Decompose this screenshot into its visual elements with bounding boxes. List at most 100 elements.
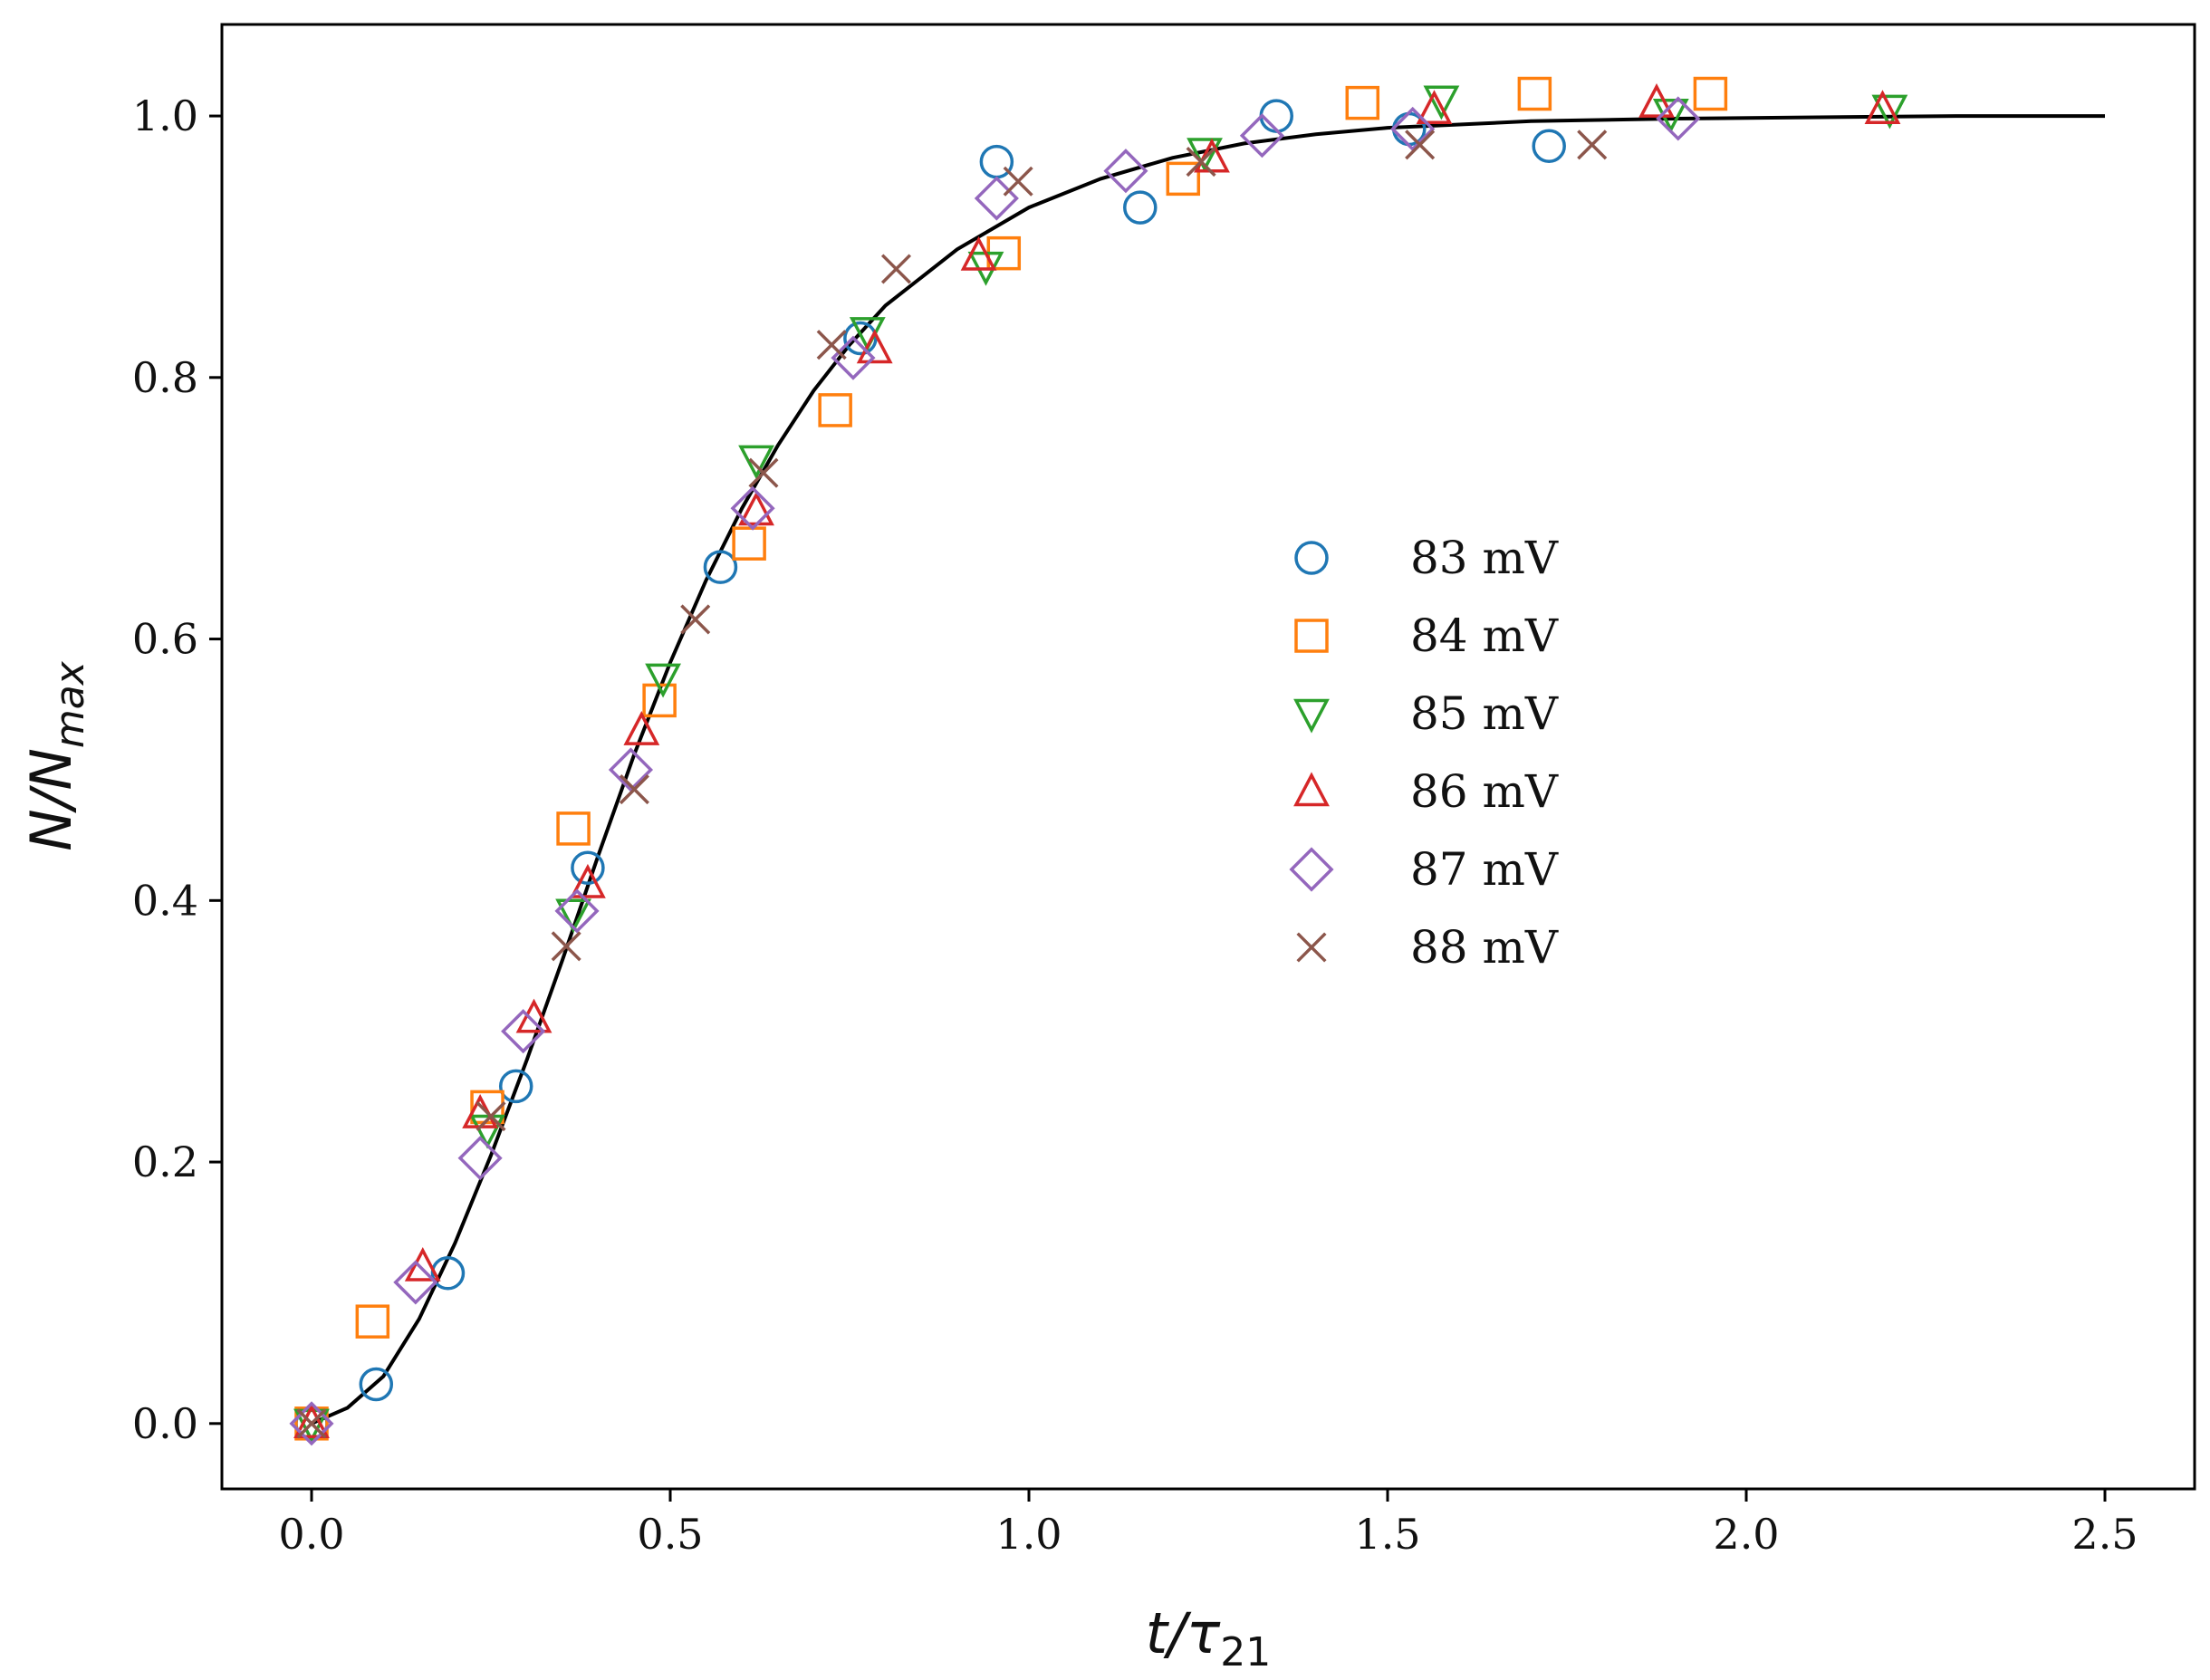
legend-entry: 83 mV bbox=[1294, 532, 1559, 584]
y-tick-label: 0.4 bbox=[132, 876, 198, 925]
x-axis-label: t/τ21 bbox=[1146, 1600, 1272, 1675]
data-point bbox=[880, 254, 912, 284]
data-point bbox=[1239, 113, 1284, 158]
data-point bbox=[498, 1069, 533, 1104]
legend-label: 85 mV bbox=[1410, 687, 1559, 740]
legend: 83 mV 84 mV 85 mV 86 mV 87 mV 88 mV bbox=[1289, 532, 1559, 974]
data-point bbox=[1416, 90, 1453, 125]
series-88-mv bbox=[296, 130, 1608, 1439]
data-point bbox=[430, 1256, 466, 1291]
data-point bbox=[1577, 130, 1608, 160]
data-point bbox=[501, 1009, 546, 1054]
y-axis-label: N/Nmax bbox=[18, 660, 93, 850]
legend-marker bbox=[1294, 619, 1329, 653]
series-85-mv bbox=[293, 85, 1908, 1444]
data-point bbox=[1532, 129, 1566, 164]
data-point bbox=[555, 898, 591, 934]
data-point bbox=[1871, 94, 1908, 130]
legend-label: 83 mV bbox=[1410, 532, 1559, 584]
data-point bbox=[1693, 76, 1728, 111]
data-point bbox=[1003, 166, 1033, 197]
series-83-mv bbox=[294, 99, 1566, 1441]
data-point bbox=[623, 711, 660, 745]
data-point bbox=[1345, 85, 1380, 120]
data-point bbox=[551, 931, 581, 962]
plot-area: 0.0 0.5 1.0 1.5 2.0 2.5 0.0 0.2 0.4 0.6 0.8 1.0 bbox=[132, 23, 2196, 1559]
legend-entry: 84 mV bbox=[1294, 610, 1559, 662]
x-tick-label: 1.5 bbox=[1354, 1510, 1420, 1559]
legend-label: 84 mV bbox=[1410, 610, 1559, 662]
data-point bbox=[1123, 190, 1158, 225]
plot-frame bbox=[220, 23, 2196, 1491]
data-point bbox=[1864, 90, 1901, 125]
data-point bbox=[554, 888, 600, 934]
y-tick-label: 1.0 bbox=[132, 91, 198, 140]
y-tick-label: 0.0 bbox=[132, 1399, 198, 1448]
data-point bbox=[645, 663, 681, 698]
data-point bbox=[293, 1404, 330, 1439]
data-point bbox=[1166, 161, 1201, 197]
data-point bbox=[748, 457, 779, 488]
x-tick-label: 2.0 bbox=[1713, 1510, 1779, 1559]
y-tick-label: 0.8 bbox=[132, 353, 198, 402]
data-point bbox=[1656, 96, 1701, 141]
data-point bbox=[732, 526, 766, 561]
data-point bbox=[1390, 106, 1436, 152]
data-point bbox=[960, 235, 997, 271]
x-axis: 0.0 0.5 1.0 1.5 2.0 2.5 bbox=[278, 1489, 2138, 1559]
data-point bbox=[843, 321, 878, 356]
legend-label: 87 mV bbox=[1410, 843, 1559, 896]
data-point bbox=[476, 1100, 506, 1132]
y-tick-label: 0.2 bbox=[132, 1138, 198, 1186]
data-point bbox=[730, 485, 775, 531]
data-point bbox=[469, 1114, 505, 1149]
data-point bbox=[1638, 83, 1675, 118]
x-tick-label: 0.0 bbox=[278, 1510, 344, 1559]
data-point bbox=[355, 1304, 390, 1339]
data-point bbox=[703, 550, 738, 584]
data-point bbox=[1405, 130, 1436, 160]
data-point bbox=[289, 1401, 334, 1446]
data-point bbox=[856, 329, 893, 364]
data-point bbox=[470, 1090, 504, 1125]
data-point bbox=[608, 747, 654, 792]
data-point bbox=[556, 811, 591, 846]
legend-label: 88 mV bbox=[1410, 921, 1559, 974]
data-point bbox=[404, 1246, 441, 1282]
data-point bbox=[974, 176, 1019, 221]
legend-marker bbox=[1296, 932, 1327, 963]
legend-marker bbox=[1293, 698, 1330, 734]
data-point bbox=[359, 1367, 394, 1402]
series-84-mv bbox=[294, 76, 1728, 1441]
data-point bbox=[1423, 85, 1460, 120]
data-point bbox=[1103, 149, 1148, 194]
data-point bbox=[619, 774, 649, 805]
data-point bbox=[1517, 76, 1552, 111]
y-axis: 0.0 0.2 0.4 0.6 0.8 1.0 bbox=[132, 91, 222, 1448]
data-point bbox=[680, 604, 711, 635]
legend-label: 86 mV bbox=[1410, 765, 1559, 818]
y-tick-label: 0.6 bbox=[132, 615, 198, 664]
series-86-mv bbox=[293, 83, 1901, 1439]
x-tick-label: 2.5 bbox=[2071, 1510, 2138, 1559]
legend-entry: 87 mV bbox=[1289, 843, 1559, 896]
data-point bbox=[738, 445, 774, 480]
data-point bbox=[816, 330, 847, 360]
data-point bbox=[296, 1408, 327, 1439]
legend-entry: 86 mV bbox=[1293, 765, 1559, 818]
data-point bbox=[1259, 99, 1293, 133]
fit-curve bbox=[311, 114, 2105, 1426]
legend-entry: 85 mV bbox=[1293, 687, 1559, 740]
data-point bbox=[818, 393, 852, 427]
data-point bbox=[515, 998, 552, 1033]
data-markers bbox=[289, 76, 1908, 1446]
data-point bbox=[457, 1136, 503, 1181]
legend-marker bbox=[1294, 541, 1329, 575]
data-point bbox=[570, 863, 606, 898]
data-point bbox=[1186, 147, 1216, 178]
x-tick-label: 0.5 bbox=[637, 1510, 703, 1559]
legend-marker bbox=[1293, 772, 1330, 807]
data-point bbox=[393, 1260, 438, 1305]
legend-marker bbox=[1289, 847, 1334, 892]
